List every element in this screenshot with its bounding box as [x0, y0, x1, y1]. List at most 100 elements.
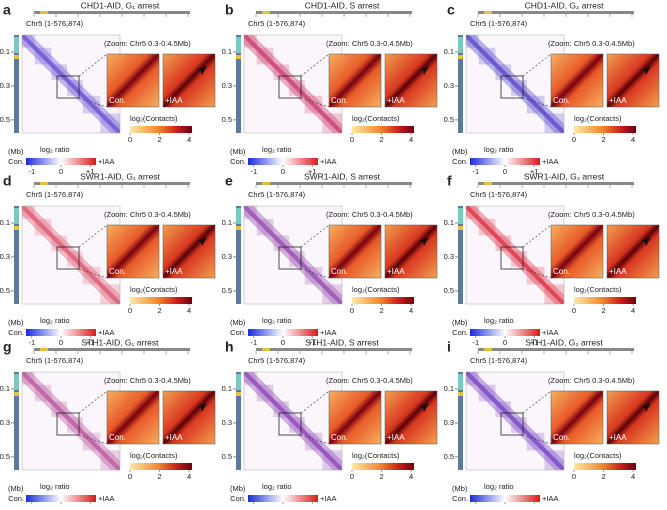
side-track [236, 35, 241, 133]
panel: g STH1-AID, G₁ arrest Chr5 (1-576,874) 0.1 0… [0, 337, 216, 510]
zoom-iaa [162, 390, 216, 445]
axis-unit: (Mb) [8, 318, 24, 327]
contacts-label: log₂(Contacts) [352, 114, 400, 123]
axis-unit: (Mb) [452, 318, 468, 327]
side-track-seg [458, 374, 463, 390]
map-diagonal [244, 206, 342, 304]
y-tick-label: 0.1 [222, 218, 232, 227]
ratio-label: log₂ ratio [262, 316, 292, 325]
ratio-iaa: +IAA [98, 328, 114, 337]
ratio-colorbar [248, 495, 318, 502]
side-track-seg [458, 55, 463, 59]
contacts-colorbar [352, 126, 414, 133]
zoom-con-label: Con. [331, 433, 348, 442]
y-tick-label: 0.5 [444, 115, 454, 124]
side-track-seg [236, 392, 241, 396]
zoom-connector [522, 390, 552, 414]
map-diagonal [22, 372, 120, 470]
zoom-con-label: Con. [553, 267, 570, 276]
map-diagonal [466, 206, 564, 304]
zoom-connector [78, 97, 108, 108]
zoom-box [500, 246, 524, 270]
y-tick-label: 0.5 [0, 286, 10, 295]
ratio-tick-label: 0 [59, 338, 63, 347]
side-track [458, 372, 463, 470]
contacts-tick-label: 2 [601, 135, 605, 144]
y-tick-label: 0.3 [0, 252, 10, 261]
y-tick-label: 0.3 [0, 418, 10, 427]
y-tick-label: 0.1 [444, 384, 454, 393]
contacts-tick-label: 4 [631, 135, 635, 144]
panel: b CHD1-AID, S arrest Chr5 (1-576,874) 0.1 0.… [222, 0, 438, 176]
contacts-label: log₂(Contacts) [574, 285, 622, 294]
y-tick-label: 0.5 [444, 286, 454, 295]
zoom-con [106, 224, 160, 279]
side-track-seg [14, 37, 19, 53]
contacts-tick-label: 2 [379, 135, 383, 144]
side-track [236, 372, 241, 470]
contacts-tick-label: 2 [157, 306, 161, 315]
track [256, 11, 412, 14]
track [478, 11, 634, 14]
arrowhead [641, 403, 651, 412]
contacts-colorbar [130, 297, 192, 304]
track [478, 348, 634, 351]
axis-unit: (Mb) [8, 484, 24, 493]
y-tick-label: 0.1 [0, 218, 10, 227]
track-segment [40, 11, 48, 14]
panel-letter: c [447, 2, 455, 18]
contacts-label: log₂(Contacts) [574, 451, 622, 460]
contacts-label: log₂(Contacts) [574, 114, 622, 123]
chr-label: Chr5 (1-576,874) [26, 19, 84, 28]
side-track-seg [236, 374, 241, 390]
map-diagonal [466, 35, 564, 133]
side-track-seg [14, 374, 19, 390]
zoom-con-label: Con. [553, 433, 570, 442]
panel: a CHD1-AID, G₁ arrest Chr5 (1-576,874) 0.1 0… [0, 0, 216, 176]
zoom-con-label: Con. [553, 96, 570, 105]
ratio-iaa: +IAA [542, 494, 558, 503]
contacts-tick-label: 0 [128, 472, 132, 481]
contacts-colorbar [130, 463, 192, 470]
ratio-iaa: +IAA [98, 494, 114, 503]
zoom-iaa [384, 53, 438, 108]
ratio-tick-label: +1 [530, 338, 539, 347]
track [34, 348, 190, 351]
ratio-con: Con. [8, 494, 24, 503]
y-tick-label: 0.3 [0, 81, 10, 90]
contacts-tick-label: 0 [572, 472, 576, 481]
y-tick-label: 0.3 [444, 81, 454, 90]
arrowhead [641, 66, 651, 75]
track-segment [40, 182, 48, 185]
zoom-con [328, 224, 382, 279]
side-track [14, 372, 19, 470]
track-segment [40, 348, 48, 351]
zoom-con-label: Con. [331, 96, 348, 105]
zoom-label: (Zoom: Chr5 0.3-0.4.5Mb) [104, 376, 191, 385]
chr-label: Chr5 (1-576,874) [26, 190, 84, 199]
track [34, 182, 190, 185]
zoom-box [500, 412, 524, 436]
zoom-iaa-label: +IAA [387, 96, 405, 105]
y-tick-label: 0.1 [222, 47, 232, 56]
zoom-con-label: Con. [331, 267, 348, 276]
ratio-tick-label: -1 [472, 167, 479, 176]
zoom-label: (Zoom: Chr5 0.3-0.4.5Mb) [326, 210, 413, 219]
zoom-box [56, 246, 80, 270]
side-track [458, 206, 463, 304]
contacts-tick-label: 4 [187, 135, 191, 144]
zoom-connector [522, 97, 552, 108]
ratio-con: Con. [8, 328, 24, 337]
ratio-tick-label: +1 [308, 167, 317, 176]
chr-label: Chr5 (1-576,874) [248, 190, 306, 199]
ratio-colorbar [26, 158, 96, 165]
axis-unit: (Mb) [230, 484, 246, 493]
zoom-box [278, 75, 302, 99]
zoom-iaa [162, 53, 216, 108]
map-diagonal [244, 35, 342, 133]
contacts-label: log₂(Contacts) [130, 114, 178, 123]
chr-label: Chr5 (1-576,874) [470, 356, 528, 365]
panel-title: STH1-AID, G₂ arrest [525, 337, 603, 347]
ratio-iaa: +IAA [320, 494, 336, 503]
ratio-label: log₂ ratio [484, 316, 514, 325]
